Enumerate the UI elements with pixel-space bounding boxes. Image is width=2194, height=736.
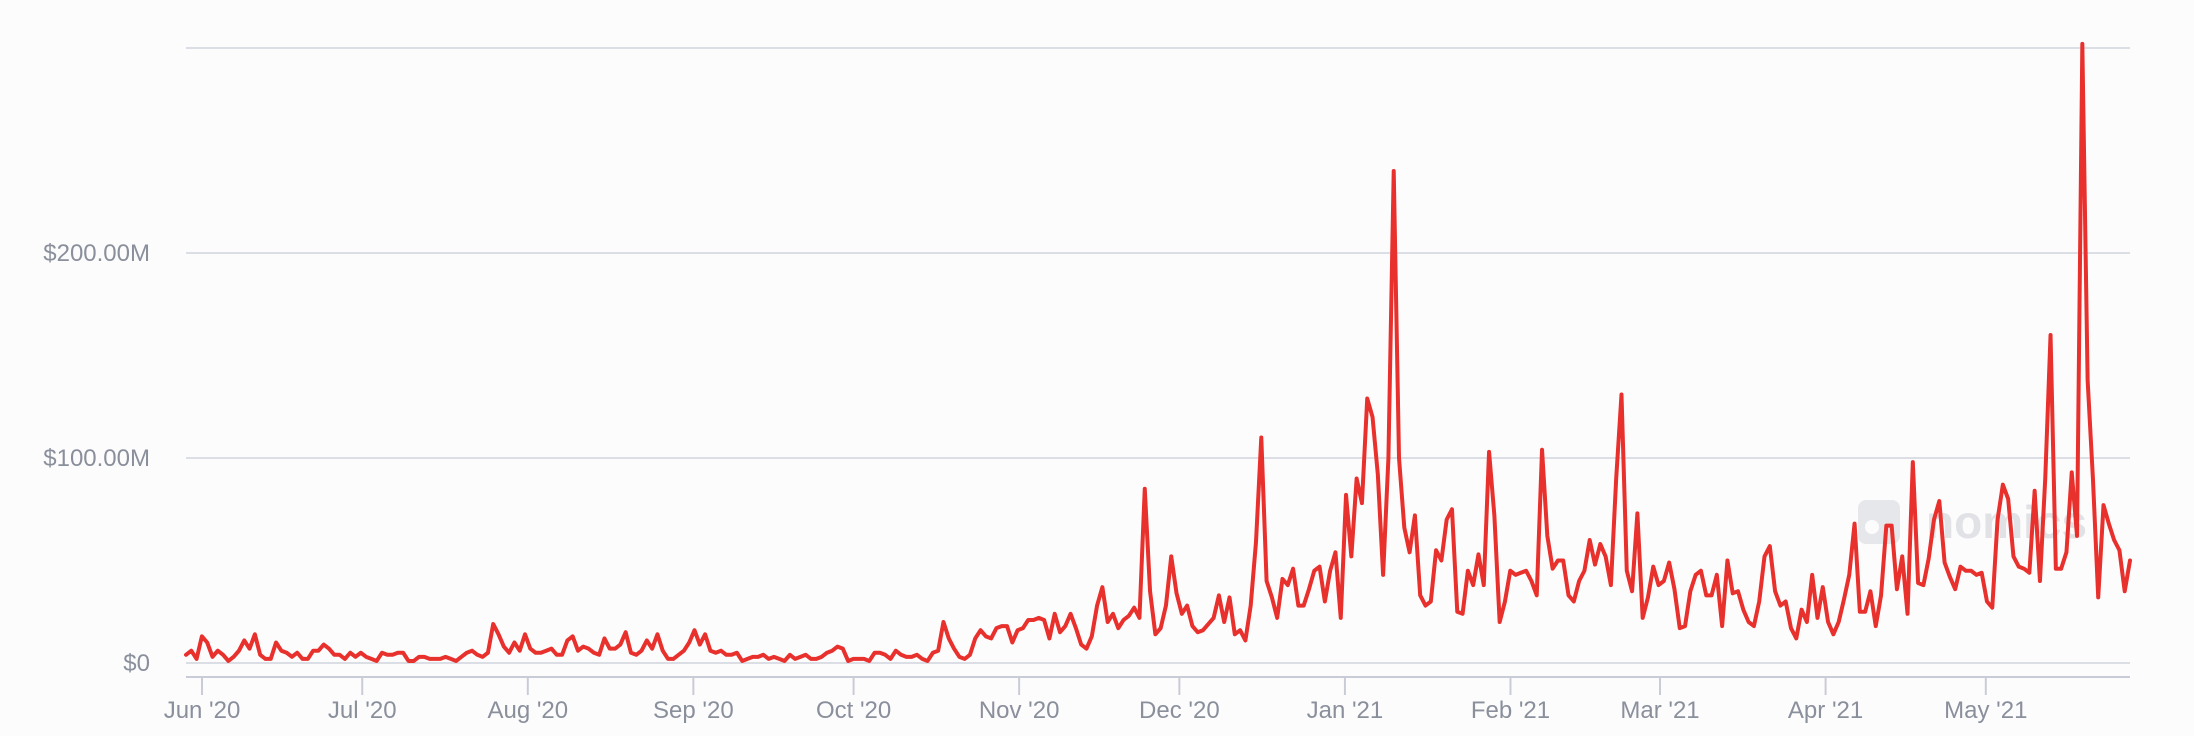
x-tick-label: Oct '20 <box>816 697 891 724</box>
x-tick-label: Nov '20 <box>979 697 1060 724</box>
gridlines <box>186 47 2130 664</box>
y-axis-labels: $0 $100.00M $200.00M <box>43 240 150 677</box>
x-tick-label: Feb '21 <box>1471 697 1550 724</box>
x-tick-label: May '21 <box>1944 697 2027 724</box>
y-tick-label: $200.00M <box>43 240 150 267</box>
x-tick-label: Dec '20 <box>1139 697 1220 724</box>
x-tick-label: Aug '20 <box>487 697 568 724</box>
series-line <box>184 41 2132 663</box>
x-axis-ticks: Jun '20 Jul '20 Aug '20 Sep '20 Oct '20 Nov '… <box>164 677 2027 724</box>
y-tick-label: $0 <box>123 650 150 677</box>
x-tick-label: Sep '20 <box>653 697 734 724</box>
x-tick-label: Mar '21 <box>1620 697 1699 724</box>
x-tick-label: Jun '20 <box>164 697 241 724</box>
y-tick-label: $100.00M <box>43 445 150 472</box>
x-tick-label: Apr '21 <box>1788 697 1863 724</box>
watermark-text: nomics <box>1926 496 2087 548</box>
nomics-watermark: nomics <box>1858 496 2087 548</box>
nomics-logo-dot <box>1865 520 1879 534</box>
x-tick-label: Jul '20 <box>328 697 397 724</box>
x-tick-label: Jan '21 <box>1307 697 1384 724</box>
